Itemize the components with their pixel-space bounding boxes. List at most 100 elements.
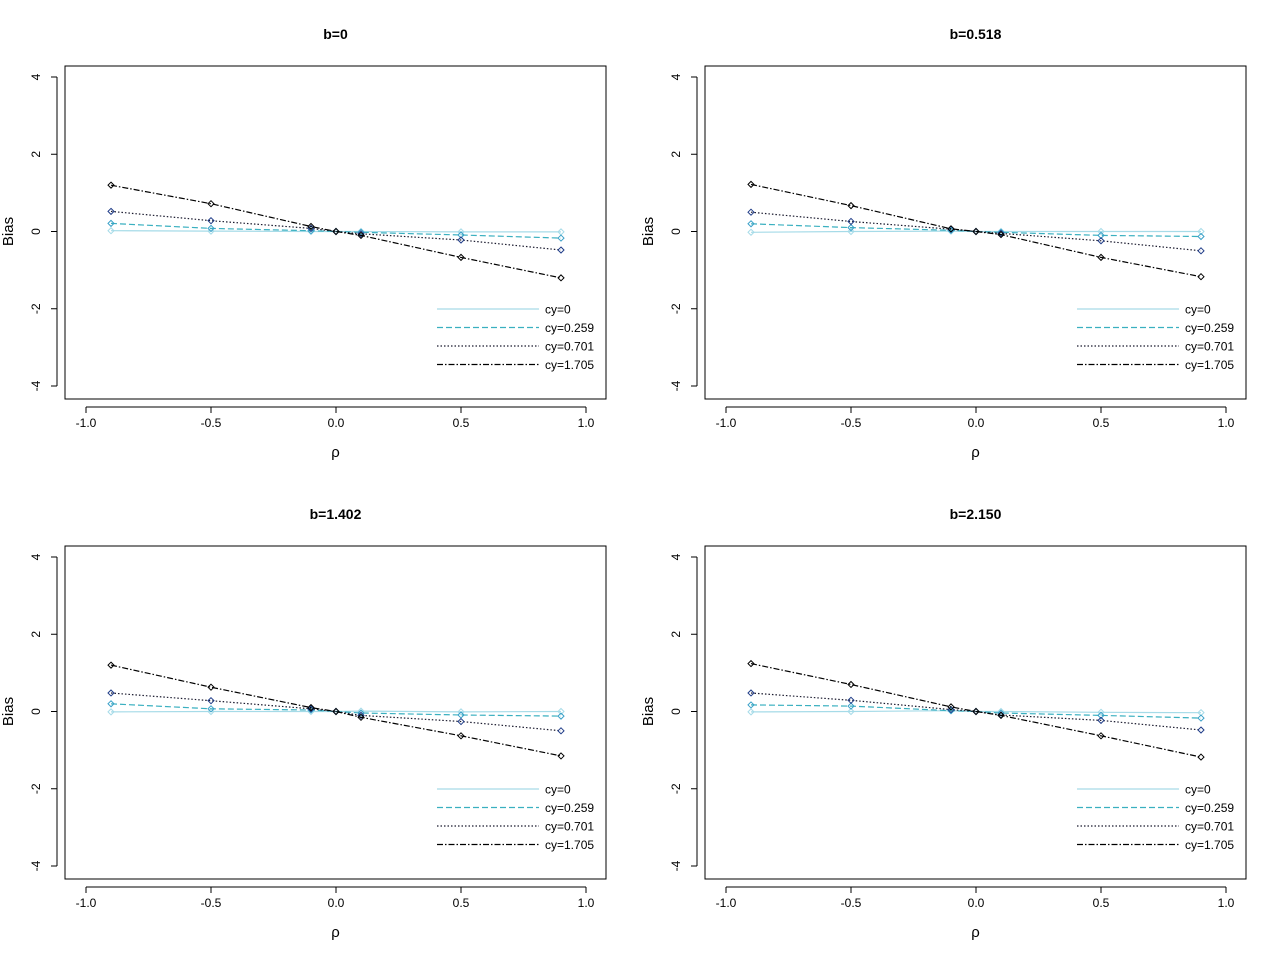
x-tick-label: 0.5: [453, 416, 470, 430]
data-point: [1097, 732, 1105, 740]
data-point: [1097, 708, 1105, 716]
series-line: [110, 692, 562, 732]
y-tick-label: 0: [29, 228, 43, 235]
legend-label: cy=0.259: [545, 321, 594, 335]
data-point: [557, 234, 565, 242]
data-point: [557, 727, 565, 735]
data-point: [332, 227, 340, 236]
data-point: [847, 227, 855, 236]
y-axis-label: Bias: [640, 217, 657, 246]
plot-frame: [64, 545, 607, 880]
legend-label: cy=0.701: [545, 340, 594, 354]
data-point: [847, 680, 855, 689]
data-point: [1197, 272, 1205, 281]
data-point: [457, 228, 465, 236]
x-tick-label: 1.0: [578, 416, 595, 430]
y-axis-label: Bias: [0, 217, 17, 246]
data-point: [107, 227, 115, 235]
data-point: [747, 180, 755, 189]
x-axis-label: ρ: [971, 444, 980, 461]
data-point: [107, 207, 115, 216]
legend-label: cy=0.259: [1185, 321, 1234, 335]
data-point: [557, 707, 565, 716]
data-point: [997, 709, 1005, 717]
data-point: [557, 752, 565, 760]
data-point: [747, 708, 755, 716]
chart-panel-4: b=2.150 -1.0 -0.5 0.0 0.5 1.0 ρ -4 -2 0 2 4 Bias cy=0…: [640, 506, 1247, 941]
legend-label: cy=0.701: [545, 820, 594, 834]
x-tick-label: -0.5: [841, 896, 862, 910]
series-line: [110, 703, 562, 717]
x-axis-label: ρ: [971, 924, 980, 941]
legend-label: cy=1.705: [1185, 358, 1234, 372]
data-point: [557, 246, 565, 254]
y-tick-label: -4: [669, 860, 683, 871]
data-point: [357, 709, 365, 717]
x-tick-label: 1.0: [578, 896, 595, 910]
data-point: [997, 229, 1005, 238]
data-point: [357, 713, 365, 722]
series-line: [110, 222, 562, 239]
y-tick-label: 4: [29, 73, 43, 80]
x-axis-label: ρ: [331, 444, 340, 461]
legend-label: cy=0.701: [1185, 340, 1234, 354]
x-tick-label: -1.0: [716, 416, 737, 430]
data-point: [207, 224, 215, 233]
data-point: [357, 231, 365, 240]
x-tick-label: 0.5: [1093, 896, 1110, 910]
data-point: [207, 705, 215, 713]
x-tick-label: 0.0: [968, 896, 985, 910]
data-point: [457, 231, 465, 239]
y-tick-label: -2: [29, 783, 43, 794]
chart-title: b=0: [323, 26, 348, 42]
y-tick-label: -2: [29, 303, 43, 314]
data-point: [457, 708, 465, 716]
data-point: [357, 227, 365, 236]
data-point: [1097, 237, 1105, 245]
y-tick-label: 2: [669, 631, 683, 638]
x-tick-label: 0.5: [453, 896, 470, 910]
data-point: [107, 708, 115, 716]
data-point: [997, 711, 1005, 720]
data-point: [847, 707, 855, 716]
data-point: [847, 223, 855, 232]
data-point: [107, 689, 115, 697]
y-tick-label: -4: [29, 380, 43, 391]
x-tick-label: -0.5: [201, 896, 222, 910]
chart-title: b=0.518: [950, 26, 1002, 42]
series-line: [110, 184, 562, 279]
data-point: [207, 683, 215, 691]
data-point: [1197, 714, 1205, 722]
series-line: [750, 211, 1202, 252]
x-tick-label: -0.5: [201, 416, 222, 430]
data-point: [1197, 227, 1205, 236]
legend-label: cy=1.705: [1185, 838, 1234, 852]
data-point: [947, 225, 955, 233]
data-point: [747, 220, 755, 228]
data-point: [997, 230, 1005, 239]
plot-frame: [704, 545, 1247, 880]
data-point: [1197, 232, 1205, 241]
data-point: [747, 689, 755, 697]
x-tick-label: 1.0: [1218, 416, 1235, 430]
chart-panel-3: b=1.402 -1.0 -0.5 0.0 0.5 1.0 ρ -4 -2 0 2 4 Bias cy=0…: [0, 506, 607, 941]
data-point: [1097, 716, 1105, 725]
legend-label: cy=1.705: [545, 838, 594, 852]
data-point: [847, 217, 855, 226]
plot-frame: [704, 65, 1247, 400]
data-point: [457, 236, 465, 244]
data-point: [457, 253, 465, 262]
data-point: [947, 707, 955, 715]
y-tick-label: 0: [669, 228, 683, 235]
legend-label: cy=0: [545, 303, 571, 317]
legend-label: cy=0: [1185, 303, 1211, 317]
series-line: [750, 183, 1202, 278]
data-point: [972, 707, 980, 716]
chart-panel-2: b=0.518 -1.0 -0.5 0.0 0.5 1.0 ρ -4 -2 0 2 4 Bias cy=0…: [640, 26, 1247, 461]
x-tick-label: 0.0: [328, 896, 345, 910]
y-axis-label: Bias: [640, 697, 657, 726]
y-tick-label: 2: [29, 631, 43, 638]
data-point: [1197, 247, 1205, 255]
chart-title: b=2.150: [950, 506, 1002, 522]
